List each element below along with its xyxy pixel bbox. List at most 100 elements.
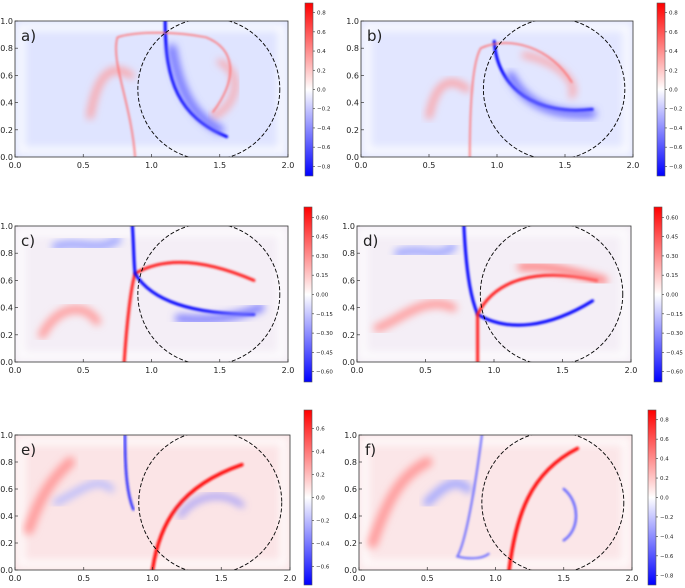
colorbar-tick-label: 0.30 xyxy=(316,254,329,260)
colorbar-tick-label: 0.00 xyxy=(666,293,679,299)
colorbar: 0.8 0.6 0.4 0.2 0.0 −0.2 −0.4 −0.6 −0.8 xyxy=(656,2,683,177)
colorbar-tick-label: −0.45 xyxy=(316,350,333,356)
dashed-circle-overlay xyxy=(479,226,624,362)
y-tick-label: 0.2 xyxy=(0,539,13,548)
x-tick-label: 0.5 xyxy=(419,366,432,375)
colorbar-tick-label: −0.2 xyxy=(660,515,673,521)
boundary-layer xyxy=(361,437,630,568)
boundary-layer xyxy=(359,228,629,360)
y-tick-label: 0.4 xyxy=(0,99,13,108)
y-tick-label: 0.8 xyxy=(0,249,13,258)
colorbar-tick-label: −0.30 xyxy=(666,331,683,337)
y-tick-label: 0.6 xyxy=(0,485,13,494)
colorbar-tick-label: 0.6 xyxy=(317,30,326,36)
panel-c: c)0.0 0.5 1.0 1.5 2.00.00.20.40.60.81.00.600… xyxy=(0,206,333,383)
panel-f: f)0.0 0.5 1.0 1.5 2.00.00.20.40.60.81.00.80.… xyxy=(344,409,674,586)
field-structure xyxy=(210,59,238,119)
boundary-layer xyxy=(17,23,286,155)
y-tick-label: 1.0 xyxy=(344,431,357,440)
y-tick-label: 0.6 xyxy=(342,276,355,285)
x-tick-label: 1.5 xyxy=(557,574,570,583)
dashed-circle-overlay xyxy=(138,435,283,570)
colorbar-tick-label: 0.2 xyxy=(660,476,669,482)
colorbar-tick-label: −0.60 xyxy=(666,370,683,376)
colorbar-gradient xyxy=(303,206,313,383)
y-tick-label: 0.4 xyxy=(0,512,13,521)
x-tick-label: 1.0 xyxy=(491,161,504,170)
colorbar-tick-label: 0.60 xyxy=(666,215,679,221)
y-tick-label: 0.0 xyxy=(0,358,13,367)
x-tick-label: 0.5 xyxy=(423,161,436,170)
x-tick-label: 1.5 xyxy=(556,366,569,375)
colorbar-tick-label: −0.4 xyxy=(669,126,683,132)
field-structure xyxy=(123,435,135,511)
y-tick-label: 0.8 xyxy=(342,249,355,258)
y-tick-label: 0.2 xyxy=(346,126,359,135)
y-tick-label: 0.6 xyxy=(0,276,13,285)
y-tick-label: 0.2 xyxy=(344,539,357,548)
colorbar: 0.6 0.4 0.2 0.0 −0.2 −0.4 −0.6 xyxy=(303,409,330,586)
x-tick-label: 0.0 xyxy=(9,366,22,375)
colorbar-tick-label: −0.4 xyxy=(317,126,331,132)
colorbar-tick-label: 0.45 xyxy=(666,235,679,241)
colorbar-tick-label: 0.2 xyxy=(669,68,678,74)
colorbar: 0.60 0.45 0.30 0.15 0.00 −0.15 −0.30 −0.45 −0.60 xyxy=(653,206,683,383)
colorbar-tick-label: 0.4 xyxy=(660,457,669,463)
y-tick-label: 0.4 xyxy=(0,304,13,313)
colorbar-gradient xyxy=(304,2,314,177)
colorbar-tick-label: 0.0 xyxy=(660,496,669,502)
x-tick-label: 1.0 xyxy=(488,366,501,375)
heatmap-field xyxy=(357,226,631,362)
heatmap-field xyxy=(15,435,290,570)
x-tick-label: 2.0 xyxy=(282,366,295,375)
colorbar-tick-label: 0.4 xyxy=(669,49,678,55)
colorbar-tick-label: −0.8 xyxy=(317,164,331,170)
panel-b: b)0.0 0.5 1.0 1.5 2.00.00.20.40.60.81.00.80.… xyxy=(346,2,683,177)
field-background xyxy=(359,435,632,570)
colorbar-tick-label: −0.2 xyxy=(669,107,682,113)
y-tick-label: 1.0 xyxy=(346,17,359,26)
field-structure xyxy=(168,44,224,134)
dashed-circle-overlay xyxy=(481,435,625,570)
y-tick-label: 0.0 xyxy=(344,566,357,575)
field-structure xyxy=(423,479,473,507)
y-tick-label: 0.6 xyxy=(0,71,13,80)
y-tick-label: 0.6 xyxy=(346,71,359,80)
x-tick-label: 0.0 xyxy=(355,161,368,170)
field-structure xyxy=(521,52,576,99)
field-structure xyxy=(115,31,232,157)
field-structure xyxy=(506,71,597,118)
x-tick-label: 1.0 xyxy=(145,366,158,375)
field-structure xyxy=(455,435,490,560)
colorbar-tick-label: 0.15 xyxy=(316,273,329,279)
colorbar: 0.8 0.6 0.4 0.2 0.0 −0.2 −0.4 −0.6 −0.8 xyxy=(304,2,331,177)
field-structure xyxy=(367,457,433,548)
x-tick-label: 1.0 xyxy=(145,161,158,170)
colorbar-tick-label: 0.30 xyxy=(666,254,679,260)
colorbar-tick-label: 0.2 xyxy=(317,68,326,74)
field-structure xyxy=(23,457,75,535)
panel-label: d) xyxy=(363,232,378,250)
field-structure xyxy=(507,446,580,570)
field-structure xyxy=(517,262,608,285)
x-tick-label: 2.0 xyxy=(626,574,639,583)
y-tick-label: 0.0 xyxy=(342,358,355,367)
heatmap-field xyxy=(359,435,632,570)
colorbar-tick-label: −0.30 xyxy=(316,331,333,337)
colorbar-tick-label: −0.2 xyxy=(317,107,330,113)
x-tick-label: 1.5 xyxy=(213,161,226,170)
field-structure xyxy=(38,305,101,339)
colorbar-gradient xyxy=(647,409,657,586)
y-tick-label: 0.8 xyxy=(344,458,357,467)
x-tick-label: 1.5 xyxy=(213,366,226,375)
x-tick-label: 0.0 xyxy=(9,574,22,583)
field-structure xyxy=(373,299,457,332)
colorbar-tick-label: 0.8 xyxy=(660,418,669,424)
x-tick-label: 1.5 xyxy=(215,574,228,583)
dashed-circle-overlay xyxy=(137,21,281,157)
colorbar-tick-label: −0.15 xyxy=(666,312,683,318)
field-structure xyxy=(426,79,471,120)
colorbar-tick-label: −0.8 xyxy=(660,573,674,579)
